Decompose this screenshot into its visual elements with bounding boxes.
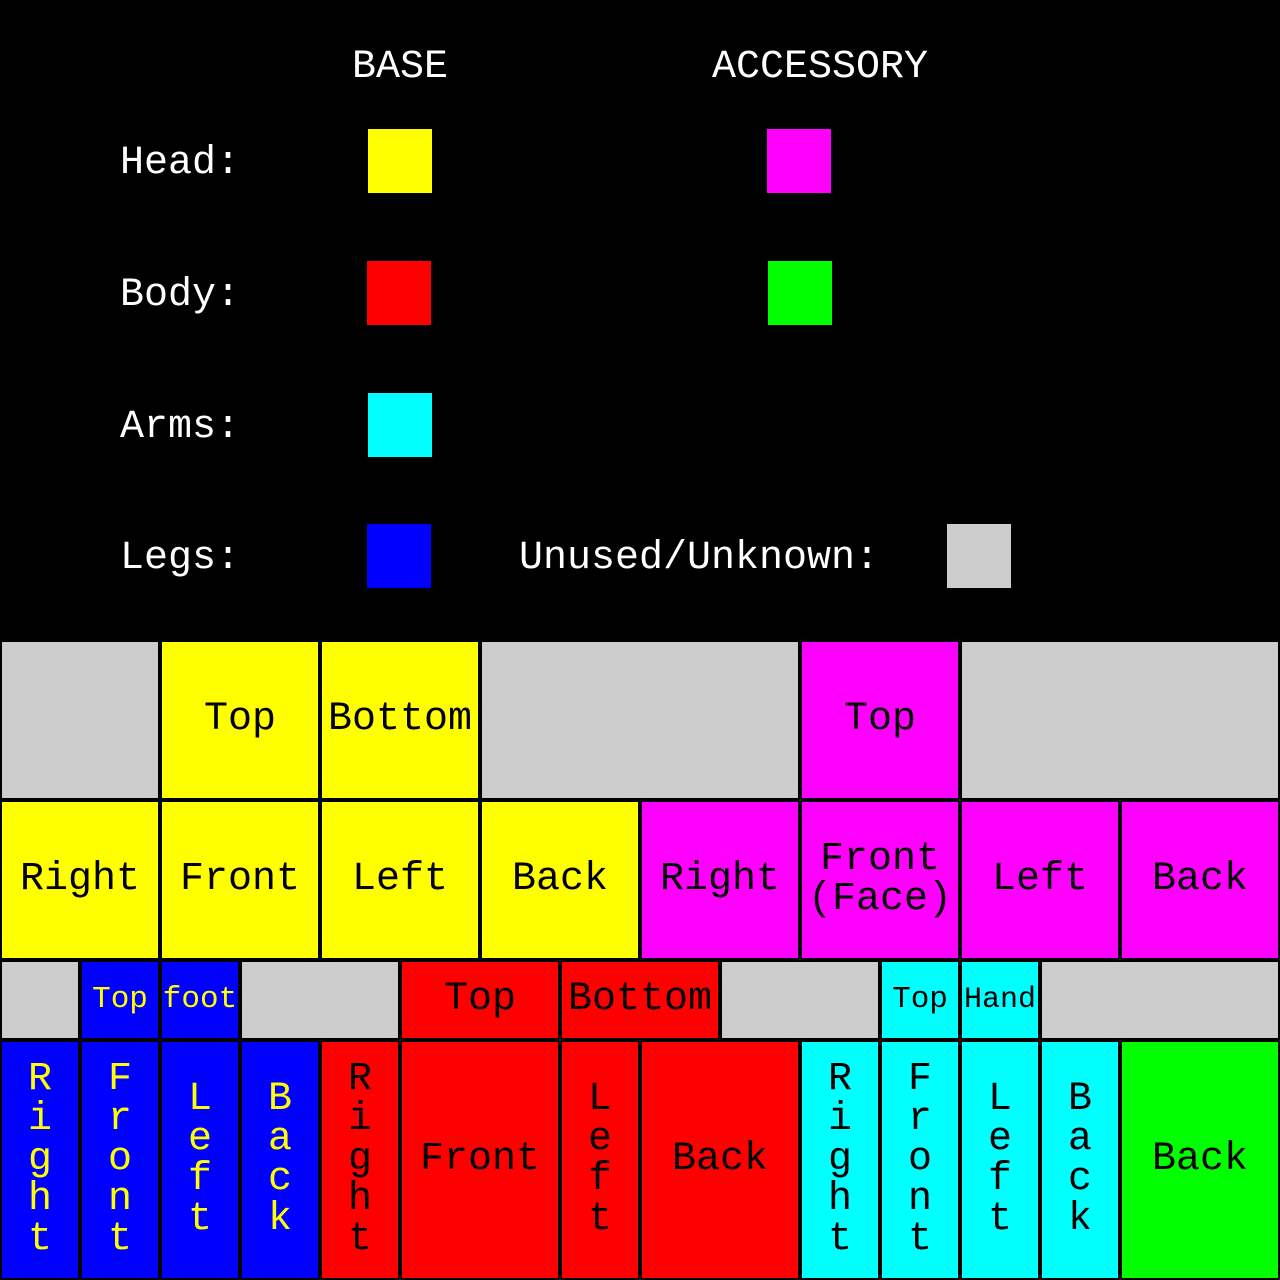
- head-base-swatch: [368, 129, 432, 193]
- body-base-swatch: [367, 261, 431, 325]
- region-label: Top: [204, 700, 276, 740]
- uv-region-head-base-bottom: Bottom: [320, 640, 480, 800]
- uv-region-head-base-left: Left: [320, 800, 480, 960]
- uv-region-head-base-right: Right: [0, 800, 160, 960]
- region-label: Left: [992, 860, 1088, 900]
- uv-region-arms-base-hand: Hand: [960, 960, 1040, 1040]
- uv-region-head-base-front: Front: [160, 800, 320, 960]
- uv-region-head-base-back: Back: [480, 800, 640, 960]
- region-label: Top: [444, 980, 516, 1020]
- region-label: Back: [1152, 860, 1248, 900]
- uv-region-body-base-top: Top: [400, 960, 560, 1040]
- accessory-header: ACCESSORY: [712, 48, 928, 88]
- uv-region-body-base-back: Back: [640, 1040, 800, 1280]
- uv-region-head-accessory-front-face: Front (Face): [800, 800, 960, 960]
- region-label: L e f t: [188, 1080, 212, 1240]
- texture-layout-grid: Top Bottom Top Right Front Left Back Right Front…: [0, 640, 1280, 1280]
- uv-region-arms-base-top: Top: [880, 960, 960, 1040]
- body-accessory-swatch: [768, 261, 832, 325]
- region-label: R i g h t: [28, 1060, 52, 1260]
- uv-region-legs-base-top: Top: [80, 960, 160, 1040]
- uv-region-arms-base-front: F r o n t: [880, 1040, 960, 1280]
- arms-base-swatch: [368, 393, 432, 457]
- region-label: Top: [92, 980, 148, 1020]
- uv-region-arms-base-left: L e f t: [960, 1040, 1040, 1280]
- region-label: L e f t: [588, 1080, 612, 1240]
- region-label: Hand: [964, 980, 1036, 1020]
- uv-region-body-base-right: R i g h t: [320, 1040, 400, 1280]
- legs-base-swatch: [367, 524, 431, 588]
- region-label: B a c k: [268, 1080, 292, 1240]
- uv-region-head-accessory-top: Top: [800, 640, 960, 800]
- region-label: Front: [420, 1140, 540, 1180]
- uv-region-arms-base-right: R i g h t: [800, 1040, 880, 1280]
- uv-region-head-base-top: Top: [160, 640, 320, 800]
- uv-region-body-base-front: Front: [400, 1040, 560, 1280]
- region-label: Back: [1152, 1140, 1248, 1180]
- head-accessory-swatch: [767, 129, 831, 193]
- region-label: Top: [892, 980, 948, 1020]
- region-label: Left: [352, 860, 448, 900]
- unused-label: Unused/Unknown:: [519, 539, 879, 579]
- region-label: foot: [163, 980, 237, 1020]
- uv-region-unused: [1040, 960, 1280, 1040]
- region-label: Right: [20, 860, 140, 900]
- uv-region-head-accessory-right: Right: [640, 800, 800, 960]
- region-label: Top: [844, 700, 916, 740]
- uv-region-unused: [480, 640, 800, 800]
- uv-region-unused: [0, 960, 80, 1040]
- region-label: F r o n t: [908, 1060, 932, 1260]
- region-label: Back: [672, 1140, 768, 1180]
- uv-region-unused: [0, 640, 160, 800]
- region-label: Bottom: [328, 700, 472, 740]
- uv-region-unused: [240, 960, 400, 1040]
- region-label: R i g h t: [828, 1060, 852, 1260]
- uv-region-unused: [960, 640, 1280, 800]
- uv-region-legs-base-front: F r o n t: [80, 1040, 160, 1280]
- uv-region-legs-base-left: L e f t: [160, 1040, 240, 1280]
- uv-region-body-base-left: L e f t: [560, 1040, 640, 1280]
- uv-region-legs-base-right: R i g h t: [0, 1040, 80, 1280]
- head-label: Head:: [120, 144, 240, 184]
- uv-region-legs-base-foot: foot: [160, 960, 240, 1040]
- region-label: B a c k: [1068, 1080, 1092, 1240]
- region-label: L e f t: [988, 1080, 1012, 1240]
- uv-region-head-accessory-back: Back: [1120, 800, 1280, 960]
- uv-region-legs-base-back: B a c k: [240, 1040, 320, 1280]
- region-label: Back: [512, 860, 608, 900]
- base-header: BASE: [352, 48, 448, 88]
- unused-swatch: [947, 524, 1011, 588]
- arms-label: Arms:: [120, 408, 240, 448]
- uv-region-body-accessory-back: Back: [1120, 1040, 1280, 1280]
- region-label: Front: [180, 860, 300, 900]
- uv-region-body-base-bottom: Bottom: [560, 960, 720, 1040]
- region-label: F r o n t: [108, 1060, 132, 1260]
- region-label: Front (Face): [808, 840, 952, 920]
- region-label: Right: [660, 860, 780, 900]
- legs-label: Legs:: [120, 539, 240, 579]
- uv-region-head-accessory-left: Left: [960, 800, 1120, 960]
- body-label: Body:: [120, 276, 240, 316]
- uv-region-unused: [720, 960, 880, 1040]
- uv-region-arms-base-back: B a c k: [1040, 1040, 1120, 1280]
- region-label: R i g h t: [348, 1060, 372, 1260]
- region-label: Bottom: [568, 980, 712, 1020]
